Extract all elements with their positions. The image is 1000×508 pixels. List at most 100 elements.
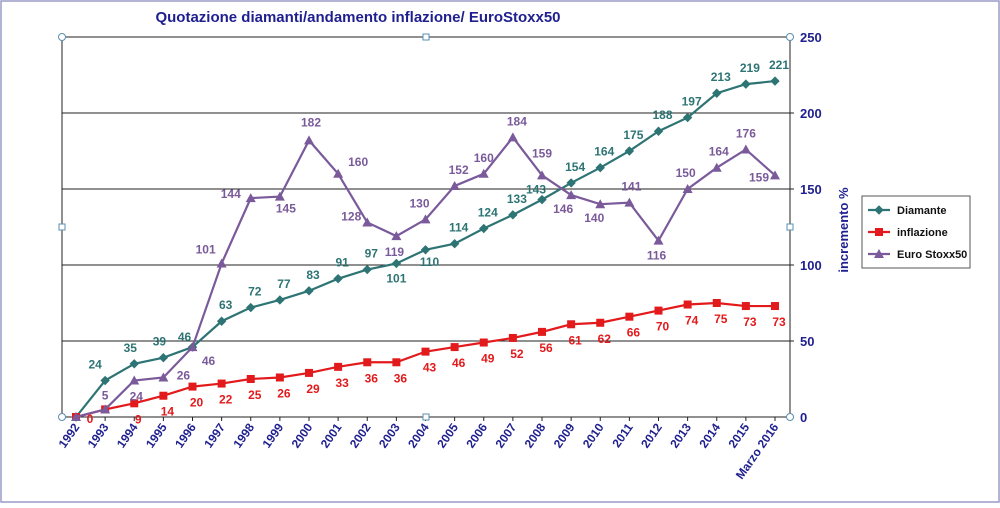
data-label: 128 bbox=[341, 209, 361, 223]
data-point-diamond bbox=[158, 353, 169, 363]
legend-label: inflazione bbox=[897, 227, 948, 239]
data-point-triangle bbox=[187, 342, 198, 352]
data-label: 176 bbox=[736, 126, 756, 140]
data-label: 188 bbox=[652, 108, 672, 122]
data-point-square bbox=[275, 373, 284, 382]
data-point-diamond bbox=[391, 258, 402, 269]
legend-label: Diamante bbox=[897, 205, 947, 217]
data-label: 36 bbox=[365, 371, 379, 385]
data-label: 114 bbox=[449, 221, 469, 235]
chart-title: Quotazione diamanti/andamento inflazione… bbox=[155, 9, 560, 26]
legend-label: Euro Stoxx50 bbox=[897, 249, 967, 261]
data-label: 73 bbox=[772, 315, 786, 329]
data-point-diamond bbox=[246, 302, 256, 313]
data-label: 49 bbox=[481, 352, 495, 366]
data-point-square bbox=[875, 228, 883, 236]
selection-handle[interactable] bbox=[58, 223, 66, 231]
data-point-triangle bbox=[711, 162, 722, 172]
data-point-diamond bbox=[712, 88, 722, 98]
data-point-triangle bbox=[333, 168, 344, 178]
series-layer bbox=[71, 76, 780, 422]
data-point-square bbox=[712, 299, 721, 307]
data-point-triangle bbox=[216, 258, 227, 268]
data-point-diamond bbox=[420, 245, 431, 255]
y-tick-label: 0 bbox=[800, 410, 807, 425]
y-tick-label: 150 bbox=[800, 182, 822, 197]
data-label: 221 bbox=[769, 58, 789, 72]
data-label: 5 bbox=[102, 388, 109, 402]
data-point-square bbox=[741, 302, 750, 311]
data-point-triangle bbox=[362, 217, 373, 227]
data-label: 152 bbox=[449, 163, 469, 177]
data-label: 110 bbox=[420, 255, 440, 269]
data-label: 213 bbox=[711, 70, 731, 84]
data-label: 143 bbox=[526, 183, 546, 197]
y-axis-label: incremento % bbox=[836, 187, 851, 273]
selection-handle[interactable] bbox=[786, 223, 794, 231]
data-label: 164 bbox=[594, 145, 614, 159]
data-point-square bbox=[159, 391, 168, 400]
data-point-diamond bbox=[129, 359, 139, 369]
data-point-diamond bbox=[275, 295, 285, 305]
data-point-square bbox=[392, 358, 401, 367]
data-label: 83 bbox=[306, 268, 320, 282]
data-label: 70 bbox=[656, 320, 670, 334]
data-point-triangle bbox=[566, 190, 577, 200]
data-label: 133 bbox=[507, 192, 527, 206]
data-label: 33 bbox=[335, 376, 349, 390]
data-label: 29 bbox=[306, 382, 320, 396]
selection-handle[interactable] bbox=[422, 413, 430, 421]
y-tick-label: 250 bbox=[800, 30, 822, 45]
data-point-square bbox=[654, 306, 663, 315]
data-label: 25 bbox=[248, 388, 262, 402]
data-point-square bbox=[305, 368, 313, 377]
data-point-diamond bbox=[874, 205, 884, 215]
data-label: 20 bbox=[190, 396, 204, 410]
data-label: 35 bbox=[124, 341, 138, 355]
data-label: 26 bbox=[177, 368, 191, 382]
data-label: 73 bbox=[743, 315, 757, 329]
data-point-triangle bbox=[71, 412, 81, 421]
data-label: 0 bbox=[87, 412, 94, 426]
data-label: 39 bbox=[153, 335, 167, 349]
data-point-triangle bbox=[100, 404, 111, 414]
data-point-triangle bbox=[449, 180, 460, 190]
y-tick-labels: 0 50 100 150 200 250 bbox=[800, 30, 822, 425]
data-label: 164 bbox=[709, 145, 729, 159]
data-point-diamond bbox=[682, 112, 693, 123]
data-label: 56 bbox=[539, 341, 553, 355]
data-label: 159 bbox=[532, 146, 552, 160]
data-point-diamond bbox=[624, 146, 635, 156]
data-label: 77 bbox=[277, 277, 291, 291]
data-label: 91 bbox=[335, 256, 349, 270]
data-label: 184 bbox=[507, 114, 527, 128]
data-label: 141 bbox=[621, 180, 641, 194]
data-point-diamond bbox=[216, 316, 227, 326]
data-point-triangle bbox=[624, 197, 635, 207]
data-label: 75 bbox=[714, 312, 728, 326]
data-label: 24 bbox=[130, 390, 144, 404]
selection-handle[interactable] bbox=[422, 33, 430, 41]
y-tick-label: 100 bbox=[800, 258, 822, 273]
data-point-diamond bbox=[304, 286, 314, 296]
selection-handles[interactable] bbox=[58, 33, 794, 421]
data-point-diamond bbox=[566, 178, 576, 188]
selection-handle[interactable] bbox=[786, 413, 794, 421]
data-label: 72 bbox=[248, 285, 262, 299]
data-label: 197 bbox=[682, 95, 702, 109]
data-point-diamond bbox=[333, 273, 343, 284]
data-label: 160 bbox=[474, 151, 494, 165]
data-label: 46 bbox=[178, 330, 192, 344]
data-point-diamond bbox=[653, 126, 664, 136]
selection-handle[interactable] bbox=[58, 413, 66, 421]
data-point-triangle bbox=[653, 235, 664, 245]
data-point-triangle bbox=[158, 372, 169, 382]
data-label: 46 bbox=[452, 356, 466, 370]
selection-handle[interactable] bbox=[58, 33, 66, 41]
selection-handle[interactable] bbox=[786, 33, 794, 41]
data-label: 101 bbox=[196, 242, 216, 256]
data-point-square bbox=[246, 375, 255, 383]
